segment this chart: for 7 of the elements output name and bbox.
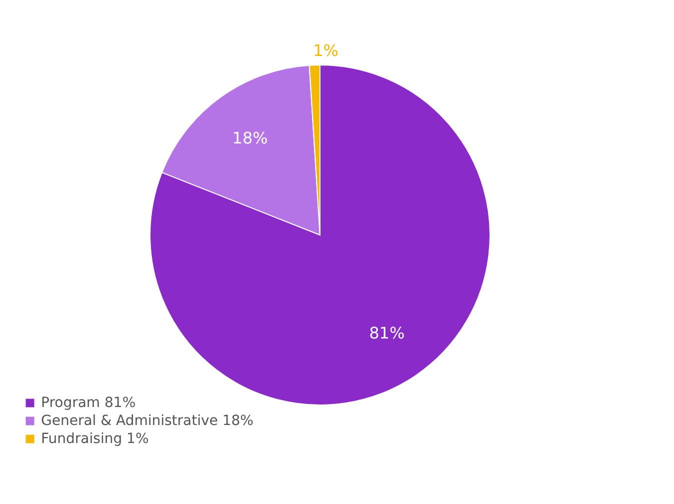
data-label: 18%: [232, 128, 268, 148]
data-label: 1%: [313, 41, 338, 60]
legend-label: Program 81%: [41, 395, 136, 411]
pie-slice: [150, 64, 490, 406]
legend-label: Fundraising 1%: [41, 431, 149, 447]
legend-label: General & Administrative 18%: [41, 413, 254, 429]
data-label: 81%: [369, 323, 405, 342]
